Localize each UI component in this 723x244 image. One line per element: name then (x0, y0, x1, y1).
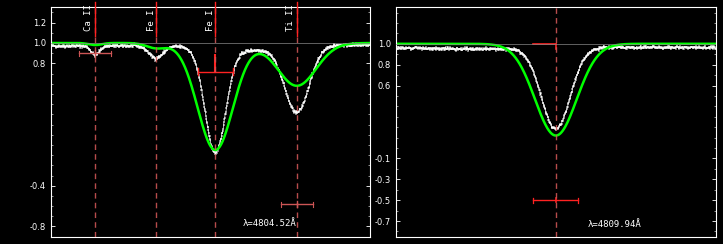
Text: Ti II: Ti II (286, 4, 295, 31)
Text: λ=4809.94Å: λ=4809.94Å (588, 220, 641, 229)
Text: Fe I: Fe I (206, 9, 215, 31)
Text: Ca II: Ca II (84, 4, 93, 31)
Text: λ=4804.52Å: λ=4804.52Å (242, 220, 296, 228)
Text: Fe I: Fe I (147, 9, 155, 31)
